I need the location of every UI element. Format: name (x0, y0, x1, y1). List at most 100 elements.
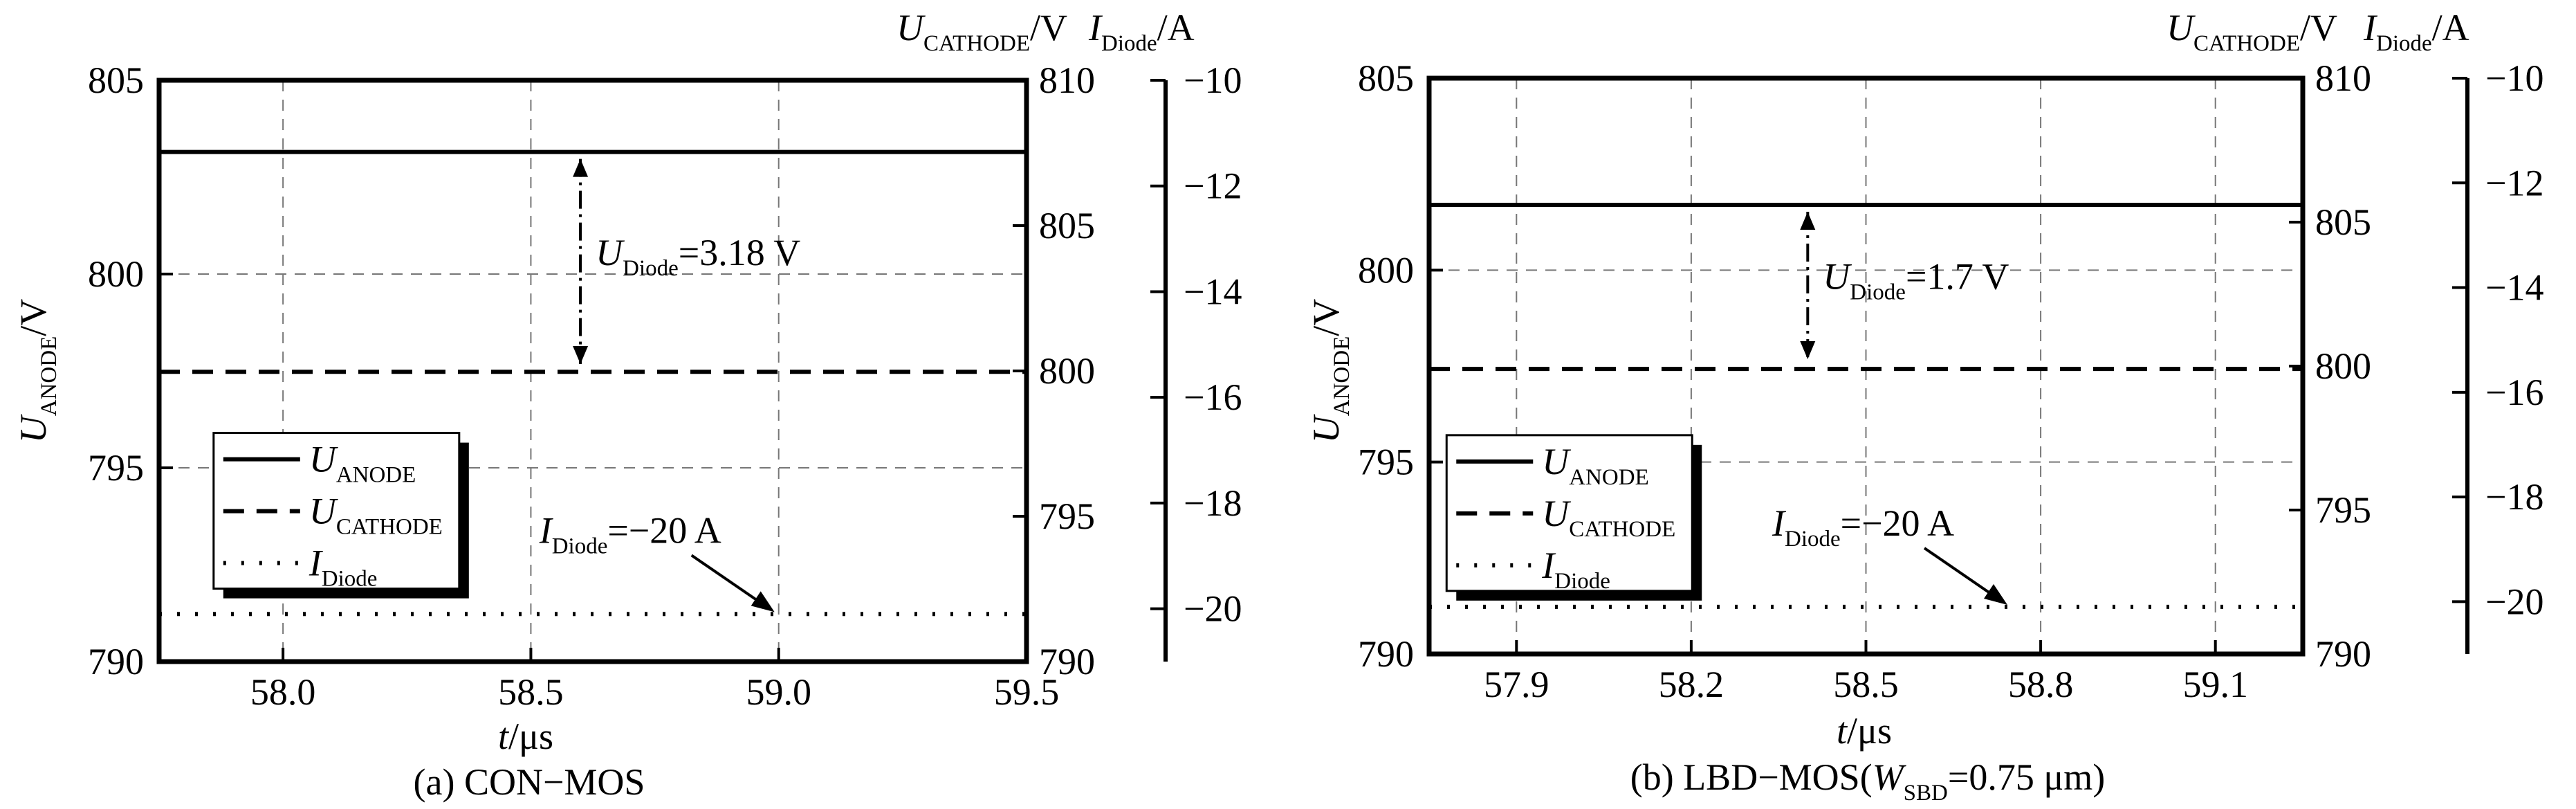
y-left-axis-label-part: U (1305, 414, 1347, 443)
y-right2-tick-label: −12 (1184, 165, 1242, 207)
y-right2-axis-label-part: I (2363, 7, 2378, 48)
legend-label-diode-part: I (309, 543, 324, 584)
y-right2-tick-label: −12 (2485, 162, 2543, 203)
legend-label-diode-part: Diode (1554, 569, 1610, 594)
y-left-axis-label: UANODE/V (1305, 299, 1354, 443)
y-right1-axis-label-part: /V (2300, 7, 2337, 48)
chart-caption-part: SBD (1904, 781, 1948, 806)
legend-label-cathode: UCATHODE (1542, 493, 1675, 542)
arrow-head-up (573, 158, 589, 177)
legend-label-diode-part: I (1541, 545, 1556, 586)
annotation-i-diode-part: =−20 A (607, 509, 721, 551)
annotation-i-diode-part: I (539, 509, 554, 551)
annotation-arrow-head (1984, 583, 2007, 605)
y-right2-axis-label-part: /A (2432, 7, 2469, 48)
legend-label-anode-part: U (309, 439, 338, 480)
y-right1-axis-label-part: U (2166, 7, 2196, 48)
y-left-tick-label: 795 (88, 447, 144, 489)
legend-label-diode-part: Diode (322, 567, 378, 592)
x-tick-label: 58.5 (1833, 664, 1899, 705)
x-tick-label: 59.1 (2182, 664, 2248, 705)
y-right2-tick-label: −14 (1184, 271, 1242, 312)
arrow-head-down (573, 346, 589, 364)
y-right1-tick-label: 810 (2315, 57, 2371, 99)
annotation-u-diode-part: U (596, 232, 625, 273)
y-right2-tick-label: −20 (1184, 588, 1242, 630)
y-right2-axis-label-part: Diode (2376, 31, 2432, 56)
legend-box (212, 432, 461, 590)
annotation-i-diode-part: Diode (552, 534, 608, 558)
y-right1-tick-label: 810 (1039, 60, 1095, 101)
y-left-tick-label: 790 (1358, 633, 1414, 675)
x-tick-label: 59.5 (994, 671, 1060, 713)
y-right2-tick-label: −10 (2485, 57, 2543, 99)
y-right1-tick-label: 800 (2315, 345, 2371, 387)
annotation-u-diode: UDiode=1.7 V (1823, 256, 2009, 305)
chart-a: 58.0 58.5 59.0 59.5790795800805790795800805… (12, 7, 1242, 803)
y-right1-tick-label: 790 (1039, 641, 1095, 682)
y-left-axis-label: UANODE/V (12, 299, 62, 443)
annotation-i-diode: IDiode=−20 A (539, 509, 721, 558)
x-axis-label: t/μs (1837, 710, 1892, 752)
x-axis-label-part: t (498, 716, 510, 757)
arrow-head-up (1800, 212, 1816, 230)
y-right1-axis-label-part: /V (1030, 7, 1067, 48)
legend-label-cathode-part: U (309, 491, 338, 532)
y-right1-tick-label: 805 (2315, 201, 2371, 243)
y-left-axis-label-part: ANODE (37, 336, 62, 416)
y-left-axis-label-part: U (12, 414, 54, 443)
y-left-tick-label: 795 (1358, 442, 1414, 483)
y-right2-axis-label: IDiode/A (2363, 7, 2469, 56)
y-right2-tick-label: −10 (1184, 60, 1242, 101)
legend-label-cathode: UCATHODE (309, 491, 443, 540)
x-axis-label: t/μs (498, 716, 553, 757)
y-left-tick-label: 790 (88, 641, 144, 682)
y-right1-tick-label: 800 (1039, 350, 1095, 392)
y-right2-tick-label: −16 (2485, 372, 2543, 413)
annotation-arrow-head (751, 591, 775, 612)
annotation-u-diode-part: =3.18 V (679, 232, 800, 273)
chart-caption-part: =0.75 μm) (1948, 756, 2105, 798)
annotation-arrow (1923, 547, 1996, 598)
annotation-u-diode-part: U (1823, 256, 1852, 298)
x-tick-label: 57.9 (1484, 664, 1549, 705)
chart-caption-part: (b) LBD−MOS( (1630, 756, 1873, 798)
y-right1-axis-label-part: CATHODE (2193, 31, 2300, 56)
y-right1-tick-label: 795 (1039, 496, 1095, 537)
y-right2-tick-label: −14 (2485, 267, 2543, 309)
x-axis-label-part: t (1837, 710, 1848, 752)
x-tick-label: 58.2 (1659, 664, 1724, 705)
annotation-arrow (690, 554, 763, 606)
y-right2-axis-label-part: Diode (1101, 31, 1157, 56)
chart-caption: (a) CON−MOS (414, 761, 645, 803)
y-right1-axis-label-part: U (896, 7, 926, 48)
y-left-tick-label: 805 (88, 60, 144, 101)
x-axis-label-part: /μs (508, 716, 553, 757)
chart-b: 57.9 58.2 58.5 58.8 59.1 790 795 800 805 790 795 80… (1305, 7, 2543, 806)
annotation-i-diode-part: Diode (1785, 527, 1841, 552)
annotation-u-diode-part: Diode (623, 256, 679, 281)
chart-caption: (b) LBD−MOS(WSBD=0.75 μm) (1630, 756, 2106, 806)
y-right2-tick-label: −18 (2485, 476, 2543, 518)
x-tick-label: 58.8 (2008, 664, 2074, 705)
y-left-axis-label-part: ANODE (1330, 336, 1354, 416)
legend-label-diode: IDiode (1541, 545, 1610, 594)
y-left-axis-label-part: /V (1305, 299, 1347, 336)
y-left-tick-label: 800 (1358, 249, 1414, 291)
y-left-axis-label-part: /V (12, 299, 54, 336)
y-right2-axis-label: IDiode/A (1088, 7, 1195, 56)
legend-label-anode-part: ANODE (1569, 465, 1648, 490)
legend-label-anode-part: ANODE (336, 463, 416, 488)
arrow-head-down (1800, 341, 1816, 359)
y-right1-axis-label: UCATHODE/V (896, 7, 1067, 56)
y-left-tick-label: 805 (1358, 57, 1414, 99)
legend-label-cathode-part: CATHODE (1569, 517, 1675, 542)
y-right1-tick-label: 805 (1039, 205, 1095, 246)
y-right2-tick-label: −18 (1184, 482, 1242, 524)
legend-label-diode: IDiode (309, 543, 378, 592)
annotation-u-diode-part: Diode (1850, 280, 1906, 305)
y-right2-axis-label-part: /A (1157, 7, 1195, 48)
